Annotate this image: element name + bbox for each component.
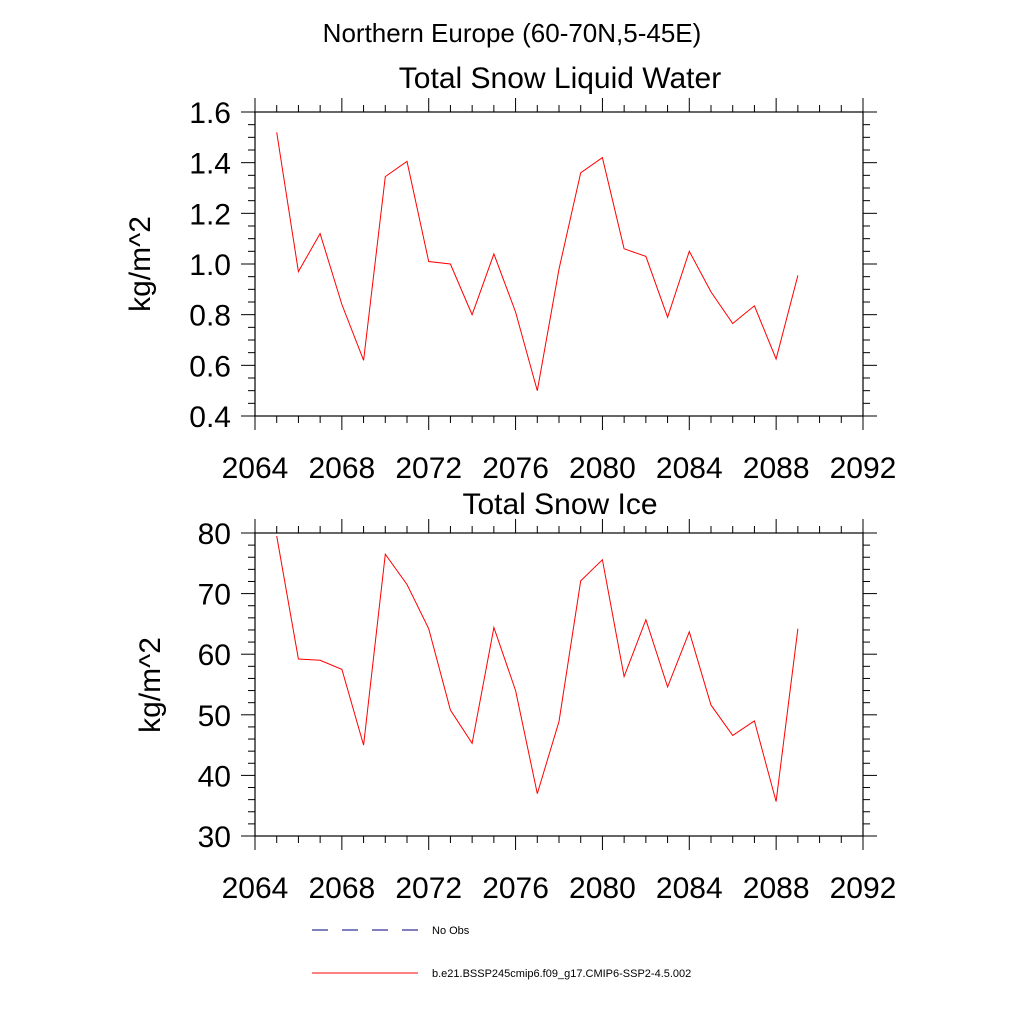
legend: No Obs b.e21.BSSP245cmip6.f09_g17.CMIP6-… (312, 925, 691, 980)
y-tick-label: 1.2 (189, 198, 231, 231)
y-axis-label: kg/m^2 (124, 216, 157, 312)
x-tick-label: 2088 (743, 452, 810, 485)
panel-snow-liquid-water: Total Snow Liquid Water kg/m^2 2064 2068 2… (124, 62, 896, 485)
panel-title: Total Snow Ice (462, 488, 657, 521)
x-tick-label: 2084 (656, 452, 723, 485)
figure-supertitle: Northern Europe (60-70N,5-45E) (323, 18, 702, 48)
axis-tick-labels: 2064 2068 2072 2076 2080 2084 2088 2092 30 40 50 60… (198, 518, 897, 905)
y-tick-label: 1.6 (189, 97, 231, 130)
x-tick-label: 2088 (743, 872, 810, 905)
y-tick-label: 70 (198, 579, 231, 612)
axis-ticks (241, 98, 877, 430)
series-line (276, 132, 799, 391)
y-tick-label: 0.6 (189, 350, 231, 383)
x-tick-label: 2068 (308, 452, 375, 485)
x-tick-label: 2084 (656, 872, 723, 905)
x-tick-label: 2076 (482, 452, 549, 485)
plot-frame (254, 111, 864, 417)
x-tick-label: 2064 (222, 872, 289, 905)
legend-label-model: b.e21.BSSP245cmip6.f09_g17.CMIP6-SSP2-4.… (432, 968, 691, 980)
x-tick-label: 2076 (482, 872, 549, 905)
y-tick-label: 60 (198, 639, 231, 672)
y-tick-label: 0.8 (189, 300, 231, 333)
axis-ticks (241, 519, 877, 850)
x-tick-label: 2080 (569, 872, 636, 905)
y-tick-label: 1.4 (189, 148, 231, 181)
x-tick-label: 2080 (569, 452, 636, 485)
x-tick-label: 2092 (830, 872, 897, 905)
y-axis-label: kg/m^2 (134, 637, 167, 733)
y-tick-label: 1.0 (189, 249, 231, 282)
x-tick-label: 2068 (308, 872, 375, 905)
legend-label-no-obs: No Obs (432, 925, 470, 937)
x-tick-label: 2092 (830, 452, 897, 485)
axis-tick-labels: 2064 2068 2072 2076 2080 2084 2088 2092 0.4 0.6 0.… (189, 97, 896, 485)
y-tick-label: 80 (198, 518, 231, 551)
panel-snow-ice: Total Snow Ice kg/m^2 2064 2068 2072 2076 20… (134, 488, 896, 905)
y-tick-label: 50 (198, 700, 231, 733)
data-series (276, 535, 799, 802)
y-tick-label: 30 (198, 821, 231, 854)
y-tick-label: 40 (198, 760, 231, 793)
x-tick-label: 2072 (395, 452, 462, 485)
x-tick-label: 2064 (222, 452, 289, 485)
y-tick-label: 0.4 (189, 401, 231, 434)
x-tick-label: 2072 (395, 872, 462, 905)
data-series (276, 132, 799, 391)
series-line (276, 535, 799, 802)
panel-title: Total Snow Liquid Water (399, 62, 721, 95)
